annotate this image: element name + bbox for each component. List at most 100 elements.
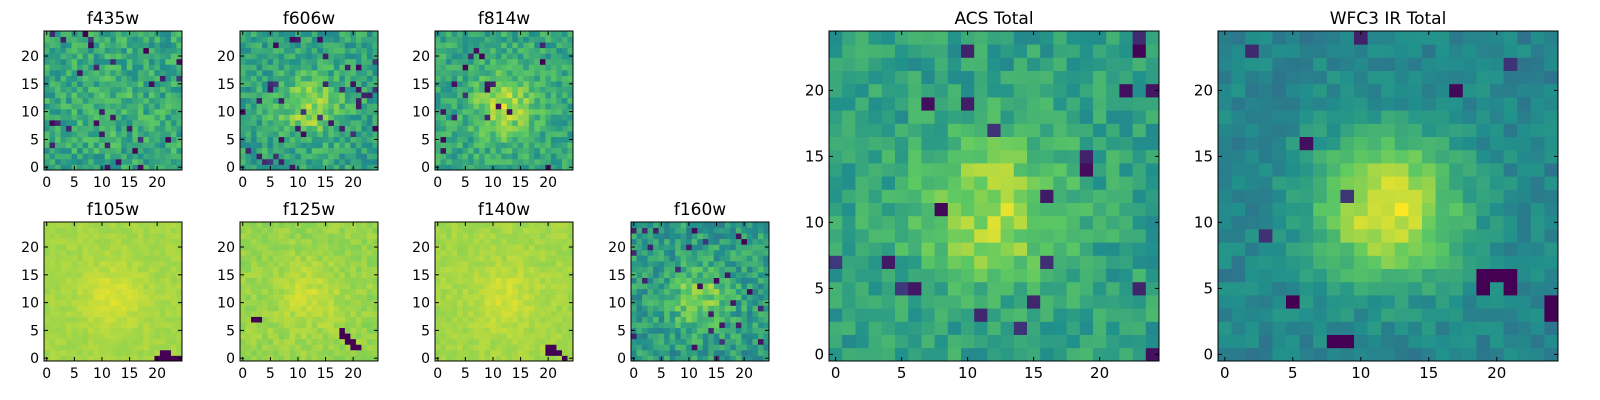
heatmap-cell bbox=[339, 119, 346, 126]
x-tick-label: 15 bbox=[317, 366, 335, 382]
heatmap-cell bbox=[104, 53, 111, 60]
heatmap-cell bbox=[295, 233, 302, 240]
heatmap-cell bbox=[512, 131, 519, 138]
heatmap-cell bbox=[539, 277, 546, 284]
heatmap-cell bbox=[501, 288, 508, 295]
heatmap-cell bbox=[361, 53, 368, 60]
heatmap-cell bbox=[561, 305, 568, 312]
heatmap-cell bbox=[495, 344, 502, 351]
heatmap-cell bbox=[71, 288, 78, 295]
heatmap-cell bbox=[440, 42, 447, 49]
heatmap-cell bbox=[300, 316, 307, 323]
heatmap-cell bbox=[311, 233, 318, 240]
heatmap-cell bbox=[1079, 334, 1094, 349]
heatmap-cell bbox=[82, 69, 89, 76]
heatmap-cell bbox=[934, 255, 949, 269]
heatmap-cell bbox=[110, 147, 117, 154]
heatmap-cell bbox=[908, 321, 922, 335]
heatmap-cell bbox=[361, 277, 368, 284]
heatmap-cell bbox=[93, 158, 100, 165]
heatmap-cell bbox=[479, 119, 486, 126]
heatmap-cell bbox=[724, 322, 731, 329]
heatmap-cell bbox=[93, 31, 100, 37]
heatmap-cell bbox=[708, 349, 715, 356]
heatmap-cell bbox=[99, 249, 106, 256]
heatmap-cell bbox=[284, 64, 291, 71]
heatmap-cell bbox=[539, 103, 546, 110]
heatmap-cell bbox=[344, 272, 351, 278]
heatmap-cell bbox=[512, 153, 519, 160]
heatmap-cell bbox=[539, 266, 546, 273]
heatmap-cell bbox=[550, 69, 557, 76]
heatmap-cell bbox=[680, 344, 687, 351]
heatmap-cell bbox=[451, 97, 458, 104]
heatmap-cell bbox=[66, 277, 72, 284]
heatmap-cell bbox=[121, 316, 128, 323]
heatmap-cell bbox=[44, 277, 50, 284]
heatmap-cell bbox=[517, 153, 524, 160]
heatmap-cell bbox=[545, 125, 552, 132]
heatmap-cell bbox=[77, 36, 84, 43]
heatmap-cell bbox=[506, 327, 513, 334]
heatmap-cell bbox=[99, 158, 106, 165]
heatmap-cell bbox=[517, 125, 524, 132]
heatmap-cell bbox=[653, 305, 659, 312]
heatmap-cell bbox=[539, 58, 546, 65]
heatmap-cell bbox=[300, 125, 307, 132]
heatmap-cell bbox=[1040, 308, 1054, 322]
heatmap-cell bbox=[462, 333, 469, 340]
heatmap-cell bbox=[306, 42, 313, 49]
heatmap-cell bbox=[468, 310, 475, 317]
heatmap-cell bbox=[267, 119, 274, 126]
heatmap-cell bbox=[251, 260, 257, 267]
heatmap-cell bbox=[154, 249, 161, 256]
heatmap-cell bbox=[137, 64, 144, 71]
heatmap-cell bbox=[88, 355, 95, 362]
heatmap-cell bbox=[339, 69, 346, 76]
heatmap-cell bbox=[355, 53, 362, 60]
heatmap-cell bbox=[126, 333, 133, 340]
heatmap-cell bbox=[126, 260, 133, 267]
heatmap-cell bbox=[697, 233, 704, 240]
heatmap-cell bbox=[697, 238, 704, 245]
heatmap-cell bbox=[468, 249, 475, 256]
heatmap-cell bbox=[110, 277, 117, 284]
heatmap-cell bbox=[143, 125, 150, 132]
heatmap-cell bbox=[842, 242, 856, 256]
heatmap-cell bbox=[143, 283, 150, 290]
heatmap-cell bbox=[104, 36, 111, 43]
heatmap-cell bbox=[143, 108, 150, 115]
heatmap-cell bbox=[88, 147, 95, 154]
heatmap-cell bbox=[110, 327, 117, 334]
heatmap-cell bbox=[675, 260, 682, 267]
heatmap-cell bbox=[534, 69, 541, 76]
heatmap-cell bbox=[446, 238, 452, 245]
heatmap-cell bbox=[110, 355, 117, 362]
heatmap-cell bbox=[545, 305, 552, 312]
heatmap-cell bbox=[355, 288, 362, 295]
heatmap-cell bbox=[446, 283, 452, 290]
heatmap-cell bbox=[251, 97, 257, 104]
heatmap-cell bbox=[735, 344, 742, 351]
heatmap-cell bbox=[528, 125, 535, 132]
heatmap-cell bbox=[137, 294, 144, 301]
heatmap-cell bbox=[479, 272, 486, 278]
heatmap-cell bbox=[245, 244, 252, 251]
heatmap-cell bbox=[462, 255, 469, 262]
heatmap-cell bbox=[251, 344, 257, 351]
heatmap-cell bbox=[278, 322, 285, 329]
heatmap-cell bbox=[501, 344, 508, 351]
heatmap-cell bbox=[440, 125, 447, 132]
heatmap-cell bbox=[306, 305, 313, 312]
heatmap-cell bbox=[121, 164, 128, 171]
heatmap-cell bbox=[921, 321, 935, 335]
heatmap-cell bbox=[686, 266, 693, 273]
heatmap-cell bbox=[317, 53, 324, 60]
heatmap-cell bbox=[176, 142, 183, 149]
heatmap-cell bbox=[636, 260, 643, 267]
heatmap-cell bbox=[934, 189, 949, 203]
heatmap-cell bbox=[539, 108, 546, 115]
heatmap-cell bbox=[126, 299, 133, 306]
heatmap-cell bbox=[528, 147, 535, 154]
heatmap-cell bbox=[1053, 295, 1067, 309]
